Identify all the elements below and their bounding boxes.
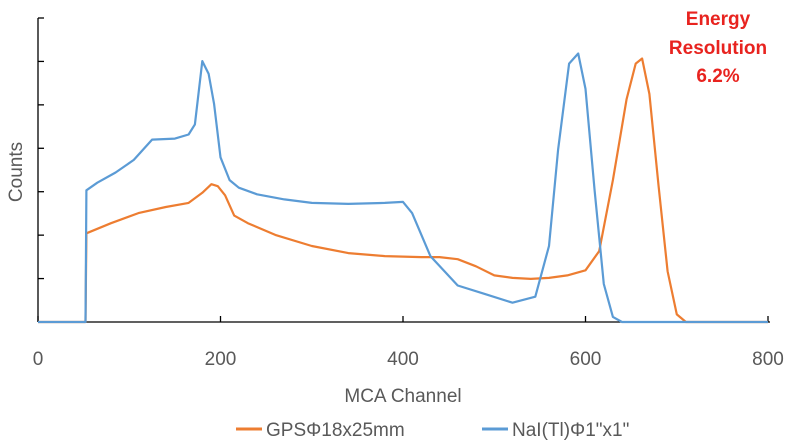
x-tick-label: 400: [387, 349, 419, 370]
y-axis-title: Counts: [6, 142, 27, 202]
series-line-2: [38, 52, 768, 324]
axes: [37, 17, 770, 323]
energy-resolution-annotation: Energy Resolution 6.2%: [669, 9, 767, 87]
series-line-1: [38, 57, 768, 324]
legend-label-1: GPSΦ18x25mm: [266, 420, 405, 441]
annotation-line-1: Energy: [686, 9, 751, 30]
axis-labels: 0 200 400 600 800 MCA Channel Counts: [6, 142, 784, 407]
x-axis-title: MCA Channel: [344, 386, 461, 407]
series-lines: [38, 52, 768, 324]
x-tick-label: 200: [205, 349, 237, 370]
annotation-line-2: Resolution: [669, 38, 767, 59]
x-tick-label: 600: [570, 349, 602, 370]
annotation-line-3: 6.2%: [696, 66, 739, 87]
x-tick-label: 800: [752, 349, 784, 370]
legend: GPSΦ18x25mm NaI(Tl)Φ1"x1": [236, 420, 629, 441]
x-tick-label: 0: [33, 349, 44, 370]
legend-label-2: NaI(Tl)Φ1"x1": [512, 420, 629, 441]
